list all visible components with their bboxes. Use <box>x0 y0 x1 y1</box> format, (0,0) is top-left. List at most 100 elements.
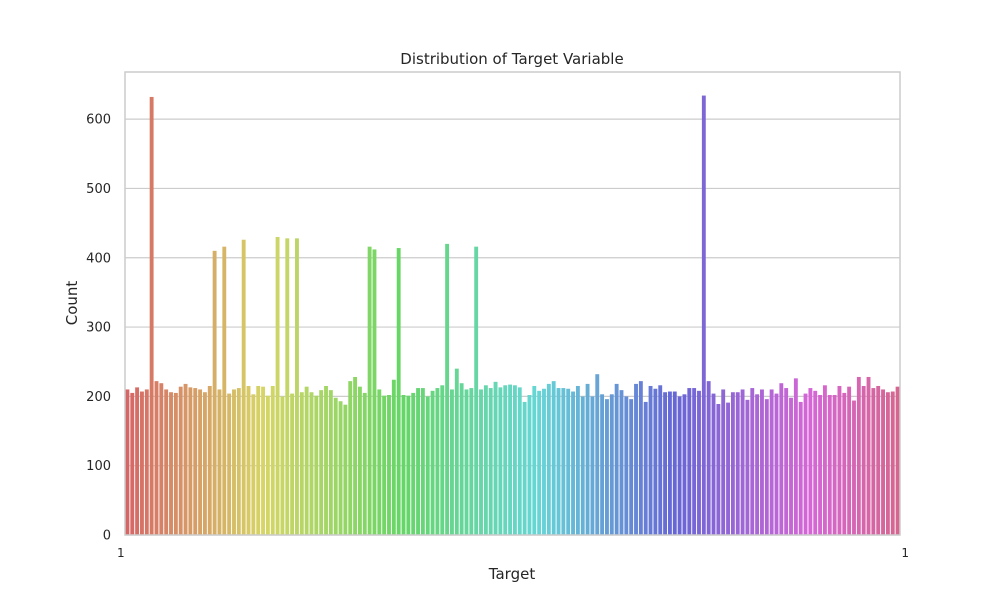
bar <box>566 388 571 535</box>
bar <box>256 385 261 535</box>
bar <box>856 376 861 535</box>
bar <box>459 383 464 535</box>
bar <box>367 246 372 535</box>
bar <box>508 384 513 535</box>
bar <box>328 390 333 535</box>
bar <box>154 381 159 535</box>
bar <box>750 388 755 535</box>
bar <box>212 250 217 535</box>
bar <box>619 390 624 535</box>
bar <box>575 385 580 535</box>
bar <box>135 387 140 535</box>
bar <box>227 393 232 535</box>
bar <box>595 374 600 535</box>
bar <box>716 404 721 535</box>
bar <box>406 395 411 535</box>
bar <box>343 404 348 535</box>
x-axis-label: Target <box>488 565 536 583</box>
y-tick-label: 400 <box>86 251 111 266</box>
bar <box>503 385 508 535</box>
bar <box>241 239 246 536</box>
bar <box>532 385 537 535</box>
y-axis-label: Count <box>63 281 81 326</box>
bar <box>512 385 517 535</box>
bar <box>590 396 595 535</box>
bar <box>842 392 847 535</box>
bar <box>890 391 895 535</box>
bar <box>299 392 304 535</box>
plot-border <box>124 71 901 536</box>
bar <box>483 385 488 535</box>
bar <box>454 368 459 535</box>
bar <box>692 388 697 535</box>
y-tick-label: 100 <box>86 459 111 474</box>
bar <box>348 381 353 535</box>
bar <box>803 393 808 535</box>
bar <box>600 394 605 535</box>
bar <box>164 389 169 535</box>
y-tick-label: 600 <box>86 113 111 128</box>
bar <box>140 391 144 535</box>
bar <box>314 395 319 535</box>
bar <box>445 243 450 535</box>
bar <box>634 383 638 535</box>
bar <box>556 388 561 535</box>
bar <box>721 389 726 535</box>
bar <box>726 402 730 535</box>
bar <box>295 238 299 535</box>
bar <box>382 395 387 535</box>
bar <box>149 96 154 535</box>
bar <box>275 236 280 535</box>
bar <box>159 383 164 535</box>
bars <box>125 95 900 536</box>
bar <box>711 393 716 535</box>
bar <box>493 381 498 535</box>
bar <box>769 389 774 535</box>
bar <box>774 393 779 535</box>
bar <box>793 378 798 535</box>
grid-lines <box>125 118 900 536</box>
bar <box>251 394 256 535</box>
bar <box>183 383 188 535</box>
plot-frame <box>124 71 901 536</box>
bar <box>605 399 609 535</box>
bar <box>498 387 503 535</box>
bar <box>551 381 556 535</box>
bar <box>638 381 643 535</box>
bar <box>822 385 827 535</box>
bar <box>144 389 149 535</box>
bar <box>745 399 750 535</box>
y-tick-label: 0 <box>103 529 111 544</box>
bar <box>881 389 885 535</box>
bar <box>217 389 222 535</box>
bar <box>779 383 784 535</box>
bar <box>546 383 551 535</box>
bar <box>377 389 382 535</box>
bar <box>837 385 842 535</box>
bar <box>580 396 585 535</box>
bar <box>813 390 818 535</box>
bar <box>304 386 309 535</box>
bar <box>479 389 483 535</box>
bar <box>784 388 789 535</box>
bar <box>261 386 265 535</box>
bar <box>232 389 236 535</box>
bar <box>430 390 435 535</box>
bar <box>222 246 227 535</box>
bar <box>435 388 440 535</box>
bar <box>188 387 193 535</box>
bar <box>425 396 430 535</box>
bar <box>319 390 324 535</box>
bar <box>193 388 198 535</box>
bar <box>396 248 401 536</box>
bar <box>561 388 566 535</box>
bar <box>585 383 590 535</box>
y-tick-label: 500 <box>86 182 111 197</box>
bar <box>571 391 575 535</box>
bar <box>362 392 367 535</box>
bar <box>440 385 445 535</box>
bar <box>798 401 803 535</box>
bar <box>648 385 653 535</box>
